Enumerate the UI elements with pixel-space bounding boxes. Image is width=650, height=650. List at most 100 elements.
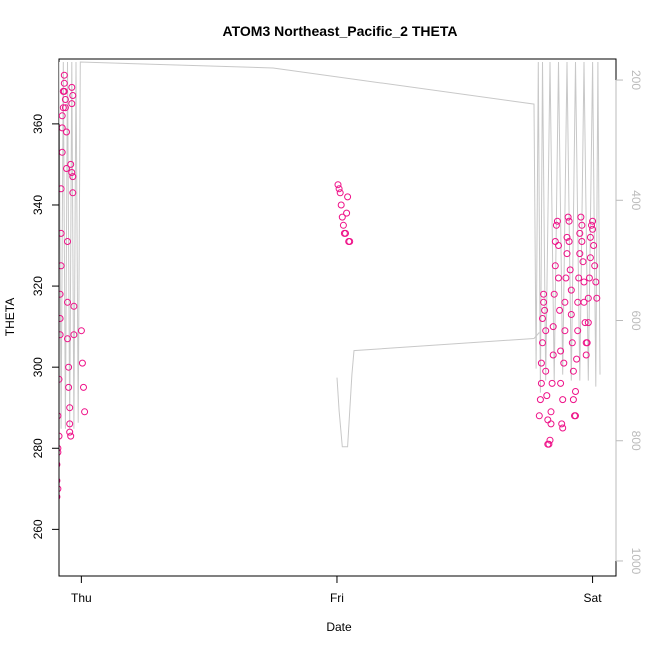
data-point-131 [557, 347, 565, 355]
data-point-161 [578, 221, 586, 229]
data-point-42 [59, 477, 61, 484]
data-point-134 [559, 424, 567, 432]
data-point-170 [584, 319, 592, 327]
data-point-52 [59, 290, 64, 298]
data-point-143 [565, 217, 573, 225]
y-tick-label-260: 260 [31, 519, 45, 539]
data-point-49 [59, 375, 63, 383]
y-tick-label-300: 300 [31, 357, 45, 377]
data-point-48 [59, 432, 63, 440]
data-point-45 [59, 444, 62, 452]
data-point-129 [555, 274, 562, 282]
data-point-146 [567, 286, 575, 294]
data-point-46 [59, 485, 62, 493]
data-point-116 [545, 440, 553, 448]
data-point-102 [535, 412, 543, 420]
y2-tick-label-600: 600 [629, 310, 643, 330]
data-point-149 [569, 367, 577, 375]
data-point-118 [547, 420, 555, 428]
data-point-174 [586, 233, 594, 241]
data-point-172 [585, 274, 593, 282]
data-point-168 [582, 351, 590, 359]
altitude-line-0 [59, 61, 601, 429]
data-point-43 [59, 461, 61, 468]
data-point-68 [64, 238, 71, 245]
data-point-154 [573, 355, 581, 363]
data-point-123 [550, 290, 558, 298]
data-point-173 [586, 254, 594, 262]
data-point-179 [591, 262, 599, 270]
data-point-67 [63, 165, 70, 172]
y2-tick-label-800: 800 [629, 431, 643, 451]
data-point-158 [576, 250, 584, 258]
data-point-141 [563, 233, 571, 241]
data-point-50 [59, 331, 64, 339]
data-point-78 [68, 100, 76, 108]
altitude-lines [59, 61, 601, 448]
data-point-74 [66, 420, 74, 428]
data-point-53 [59, 262, 65, 270]
data-point-105 [537, 359, 545, 367]
data-point-104 [537, 379, 545, 387]
data-point-103 [536, 396, 544, 404]
data-point-41 [59, 494, 61, 500]
y-tick-label-340: 340 [31, 195, 45, 215]
data-point-136 [560, 359, 568, 367]
y-tick-label-280: 280 [31, 438, 45, 458]
data-point-82 [69, 173, 77, 181]
data-point-112 [542, 367, 550, 375]
y-tick-label-360: 360 [31, 114, 45, 134]
data-point-88 [80, 383, 87, 391]
data-point-135 [559, 396, 567, 404]
data-point-87 [78, 359, 86, 367]
data-point-175 [588, 221, 595, 229]
axes: 260 280 300 320 340 360 Thu Fri Sat 200 400 600 800 1… [31, 70, 643, 605]
data-point-148 [568, 339, 576, 347]
data-point-107 [539, 315, 546, 322]
data-point-58 [59, 112, 66, 120]
data-point-133 [558, 420, 566, 428]
data-point-128 [555, 242, 562, 249]
data-point-101 [346, 238, 354, 245]
data-point-159 [576, 229, 584, 237]
data-point-55 [59, 185, 65, 193]
data-point-124 [551, 262, 559, 270]
data-point-157 [575, 274, 583, 282]
data-point-111 [542, 327, 550, 335]
data-point-64 [61, 96, 69, 103]
data-point-138 [561, 298, 569, 306]
data-point-54 [59, 229, 65, 237]
data-point-180 [592, 278, 600, 286]
data-point-145 [566, 266, 574, 274]
x-tick-label-sat: Sat [584, 591, 603, 605]
data-point-163 [579, 258, 587, 266]
data-point-79 [68, 83, 76, 91]
data-point-139 [562, 274, 570, 282]
data-point-160 [577, 213, 585, 221]
data-point-117 [546, 436, 554, 444]
y-axis-label: THETA [3, 298, 17, 336]
y2-tick-label-200: 200 [629, 70, 643, 90]
data-point-155 [574, 327, 582, 335]
data-point-81 [69, 189, 77, 197]
y2-tick-label-1000: 1000 [629, 548, 643, 575]
data-point-166 [581, 319, 589, 327]
data-point-140 [563, 250, 571, 258]
data-point-176 [589, 217, 597, 225]
altitude-line-1 [336, 332, 540, 448]
data-point-147 [567, 311, 575, 318]
data-point-95 [339, 221, 347, 229]
data-point-51 [59, 315, 64, 322]
data-point-144 [565, 238, 573, 245]
data-point-130 [556, 306, 564, 314]
data-point-169 [583, 339, 591, 347]
x-axis-label: Date [326, 620, 352, 634]
data-point-181 [593, 294, 601, 302]
data-point-70 [64, 335, 71, 343]
data-point-73 [66, 404, 74, 412]
x-tick-label-thu: Thu [71, 591, 92, 605]
data-point-86 [77, 327, 85, 335]
data-point-90 [334, 181, 342, 189]
